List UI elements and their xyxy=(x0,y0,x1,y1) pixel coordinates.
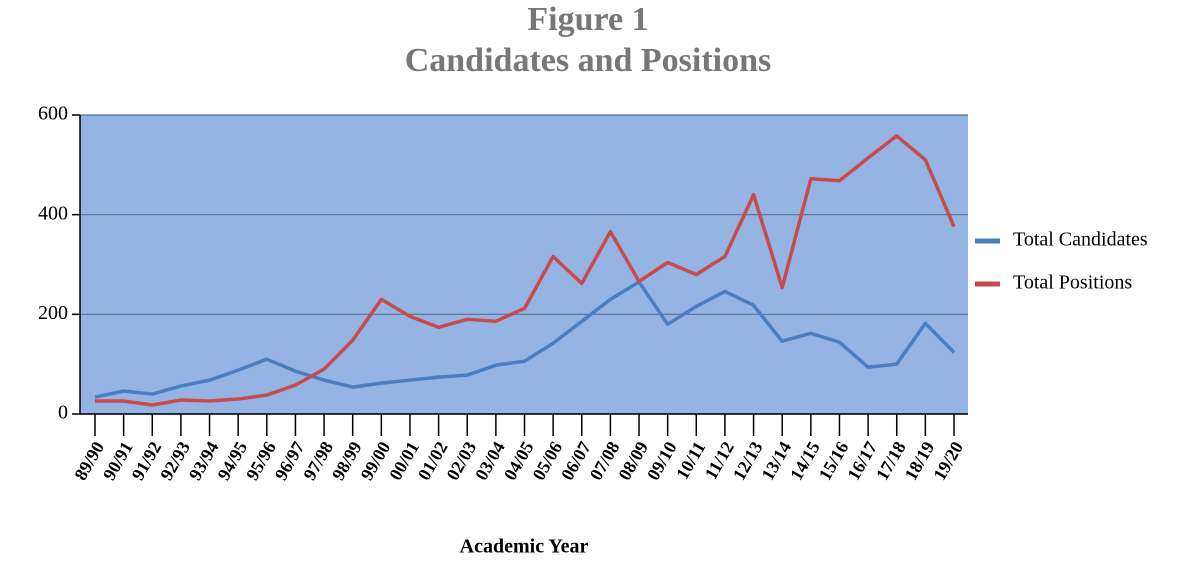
x-axis-label: Academic Year xyxy=(460,536,589,558)
x-tick-label: 19/20 xyxy=(929,438,967,484)
y-tick-label: 400 xyxy=(38,202,68,224)
y-tick-label: 200 xyxy=(38,302,68,324)
x-tick-label: 09/10 xyxy=(643,438,681,484)
x-tick-label: 07/08 xyxy=(586,438,624,484)
x-tick-label: 03/04 xyxy=(471,438,509,484)
chart-subtitle: Candidates and Positions xyxy=(405,42,772,79)
x-tick-label: 18/19 xyxy=(901,438,939,484)
series-line xyxy=(95,134,956,407)
x-tick-label: 90/91 xyxy=(99,438,137,484)
y-tick-label: 600 xyxy=(38,103,68,125)
legend-label: Total Positions xyxy=(1013,272,1132,294)
x-tick-label: 92/93 xyxy=(156,438,194,484)
series-line xyxy=(94,280,956,399)
chart-title: Figure 1 xyxy=(527,1,648,38)
x-tick-label: 05/06 xyxy=(528,438,566,484)
y-tick-label: 0 xyxy=(58,402,68,424)
plot-area xyxy=(80,115,968,414)
legend-label: Total Candidates xyxy=(1013,229,1148,251)
x-tick-label: 10/11 xyxy=(672,438,709,483)
